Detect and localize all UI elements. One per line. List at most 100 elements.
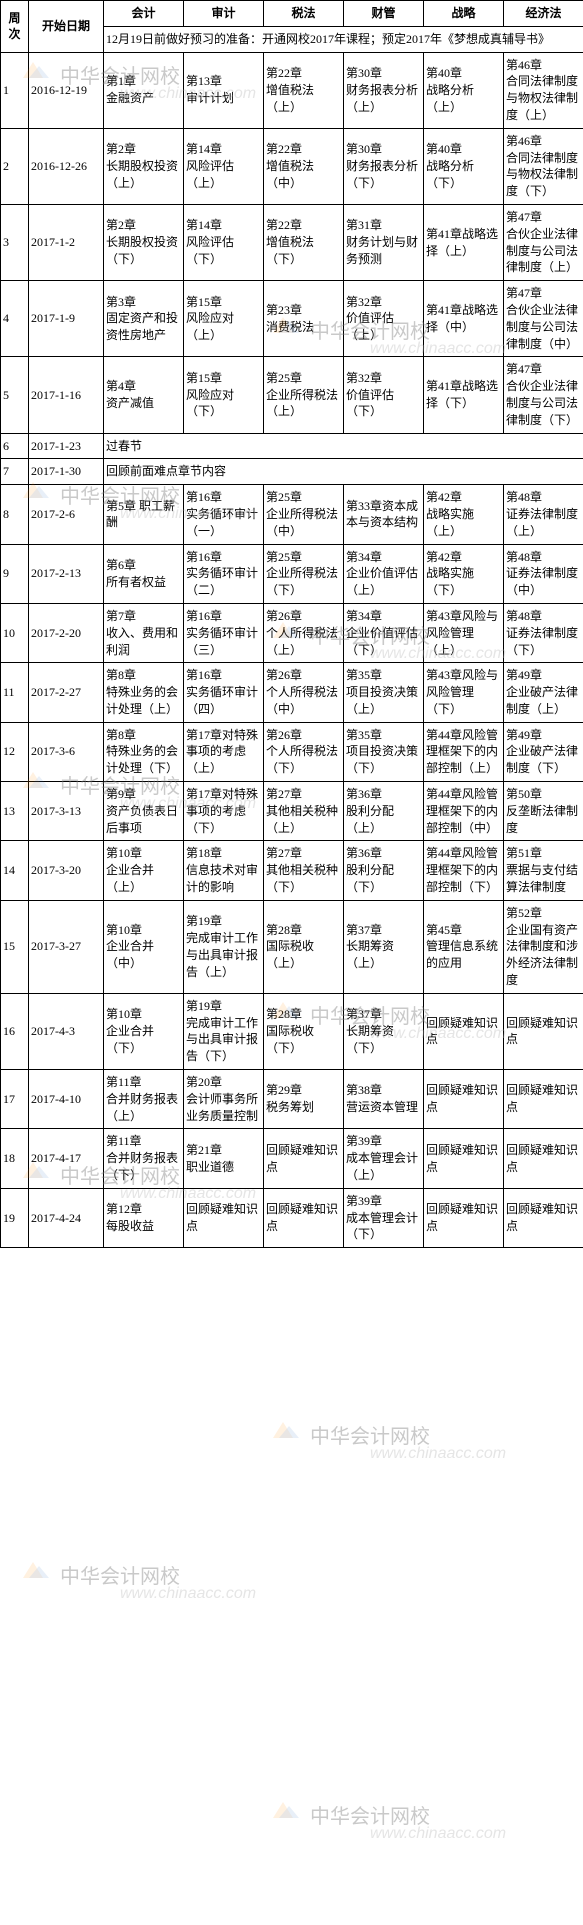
content-cell: 第16章实务循环审计（一） [184, 485, 264, 544]
week-cell: 3 [1, 204, 29, 280]
content-cell: 第22章增值税法（下） [264, 204, 344, 280]
date-cell: 2017-4-10 [29, 1070, 104, 1129]
content-cell: 第38章营运资本管理 [344, 1070, 424, 1129]
content-cell: 第12章每股收益 [104, 1188, 184, 1247]
content-cell: 第34章企业价值评估（上） [344, 544, 424, 603]
content-cell: 第31章财务计划与财务预测 [344, 204, 424, 280]
content-cell: 回顾疑难知识点 [264, 1188, 344, 1247]
week-cell: 7 [1, 459, 29, 485]
content-cell: 第47章合伙企业法律制度与公司法律制度（下） [504, 357, 583, 433]
header-date: 开始日期 [29, 1, 104, 53]
content-cell: 第28章国际税收（上） [264, 900, 344, 993]
content-cell: 第27章其他相关税种（上） [264, 782, 344, 841]
watermark: www.chinaacc.com [370, 1445, 506, 1463]
content-cell: 第32章价值评估（上） [344, 281, 424, 357]
date-cell: 2017-4-3 [29, 993, 104, 1069]
table-row: 142017-3-20第10章企业合并（上）第18章信息技术对审计的影响第27章… [1, 841, 583, 900]
content-cell: 第48章证券法律制度（中） [504, 544, 583, 603]
table-row: 112017-2-27第8章特殊业务的会计处理（上）第16章实务循环审计（四）第… [1, 663, 583, 722]
week-cell: 4 [1, 281, 29, 357]
table-row: 42017-1-9第3章固定资产和投资性房地产第15章风险应对（上）第23章消费… [1, 281, 583, 357]
watermark: 中华会计网校 [60, 1560, 180, 1589]
header-week: 周次 [1, 1, 29, 53]
schedule-table: 周次 开始日期 会计 审计 税法 财管 战略 经济法 12月19日前做好预习的准… [0, 0, 583, 1248]
date-cell: 2017-1-16 [29, 357, 104, 433]
content-cell: 第14章风险评估（下） [184, 204, 264, 280]
content-cell: 第50章反垄断法律制度 [504, 782, 583, 841]
prep-note: 12月19日前做好预习的准备：开通网校2017年课程；预定2017年《梦想成真辅… [104, 26, 583, 52]
content-cell: 第6章所有者权益 [104, 544, 184, 603]
content-cell: 第26章个人所得税法（下） [264, 722, 344, 781]
table-row: 102017-2-20第7章收入、费用和利润第16章实务循环审计（三）第26章个… [1, 603, 583, 662]
date-cell: 2017-2-27 [29, 663, 104, 722]
content-cell: 第17章对特殊事项的考虑（上） [184, 722, 264, 781]
date-cell: 2017-3-13 [29, 782, 104, 841]
content-cell: 第11章合并财务报表（下） [104, 1129, 184, 1188]
content-cell: 第46章合同法律制度与物权法律制度（下） [504, 128, 583, 204]
content-cell: 回顾疑难知识点 [424, 1188, 504, 1247]
table-row: 82017-2-6第5章 职工薪酬第16章实务循环审计（一）第25章企业所得税法… [1, 485, 583, 544]
date-cell: 2017-1-30 [29, 459, 104, 485]
date-cell: 2017-1-23 [29, 433, 104, 459]
content-cell: 第7章收入、费用和利润 [104, 603, 184, 662]
content-cell: 第41章战略选择（上） [424, 204, 504, 280]
date-cell: 2016-12-26 [29, 128, 104, 204]
header-subject: 审计 [184, 1, 264, 27]
table-row: 182017-4-17第11章合并财务报表（下）第21章职业道德回顾疑难知识点第… [1, 1129, 583, 1188]
date-cell: 2017-2-6 [29, 485, 104, 544]
content-cell: 第30章财务报表分析（下） [344, 128, 424, 204]
content-cell: 回顾疑难知识点 [504, 1188, 583, 1247]
content-cell: 第32章价值评估（下） [344, 357, 424, 433]
content-cell: 第33章资本成本与资本结构 [344, 485, 424, 544]
table-row: 132017-3-13第9章资产负债表日后事项第17章对特殊事项的考虑（下）第2… [1, 782, 583, 841]
content-cell: 第22章增值税法（中） [264, 128, 344, 204]
date-cell: 2017-2-13 [29, 544, 104, 603]
content-cell: 第11章合并财务报表（上） [104, 1070, 184, 1129]
content-cell: 第10章企业合并（中） [104, 900, 184, 993]
table-row: 22016-12-26第2章长期股权投资（上）第14章风险评估（上）第22章增值… [1, 128, 583, 204]
content-cell: 回顾疑难知识点 [504, 1070, 583, 1129]
content-cell: 第3章固定资产和投资性房地产 [104, 281, 184, 357]
week-cell: 19 [1, 1188, 29, 1247]
content-cell: 回顾疑难知识点 [424, 1070, 504, 1129]
content-cell: 第8章特殊业务的会计处理（下） [104, 722, 184, 781]
content-cell: 第37章长期筹资（下） [344, 993, 424, 1069]
content-cell: 第44章风险管理框架下的内部控制（中） [424, 782, 504, 841]
content-cell: 第21章职业道德 [184, 1129, 264, 1188]
content-cell: 第47章合伙企业法律制度与公司法律制度（中） [504, 281, 583, 357]
content-cell: 第10章企业合并（下） [104, 993, 184, 1069]
table-row: 172017-4-10第11章合并财务报表（上）第20章会计师事务所业务质量控制… [1, 1070, 583, 1129]
content-cell: 回顾疑难知识点 [504, 993, 583, 1069]
week-cell: 1 [1, 52, 29, 128]
content-cell: 第35章项目投资决策（上） [344, 663, 424, 722]
span-cell: 回顾前面难点章节内容 [104, 459, 583, 485]
content-cell: 第40章战略分析（上） [424, 52, 504, 128]
content-cell: 第4章资产减值 [104, 357, 184, 433]
table-row: 92017-2-13第6章所有者权益第16章实务循环审计（二）第25章企业所得税… [1, 544, 583, 603]
content-cell: 第43章风险与风险管理（上） [424, 603, 504, 662]
content-cell: 第9章资产负债表日后事项 [104, 782, 184, 841]
table-row: 72017-1-30回顾前面难点章节内容 [1, 459, 583, 485]
header-row: 周次 开始日期 会计 审计 税法 财管 战略 经济法 [1, 1, 583, 27]
table-row: 152017-3-27第10章企业合并（中）第19章完成审计工作与出具审计报告（… [1, 900, 583, 993]
header-subject: 财管 [344, 1, 424, 27]
week-cell: 12 [1, 722, 29, 781]
content-cell: 第36章股利分配（下） [344, 841, 424, 900]
watermark: www.chinaacc.com [370, 1825, 506, 1843]
watermark: www.chinaacc.com [120, 1585, 256, 1603]
table-row: 52017-1-16第4章资产减值第15章风险应对（下）第25章企业所得税法（上… [1, 357, 583, 433]
date-cell: 2017-4-24 [29, 1188, 104, 1247]
content-cell: 第8章特殊业务的会计处理（上） [104, 663, 184, 722]
date-cell: 2017-1-2 [29, 204, 104, 280]
content-cell: 第26章个人所得税法（中） [264, 663, 344, 722]
content-cell: 第41章战略选择（下） [424, 357, 504, 433]
week-cell: 18 [1, 1129, 29, 1188]
week-cell: 6 [1, 433, 29, 459]
content-cell: 第2章长期股权投资（下） [104, 204, 184, 280]
content-cell: 第44章风险管理框架下的内部控制（上） [424, 722, 504, 781]
content-cell: 第19章完成审计工作与出具审计报告（下） [184, 993, 264, 1069]
week-cell: 2 [1, 128, 29, 204]
content-cell: 第34章企业价值评估（下） [344, 603, 424, 662]
content-cell: 第51章票据与支付结算法律制度 [504, 841, 583, 900]
content-cell: 第35章项目投资决策（下） [344, 722, 424, 781]
